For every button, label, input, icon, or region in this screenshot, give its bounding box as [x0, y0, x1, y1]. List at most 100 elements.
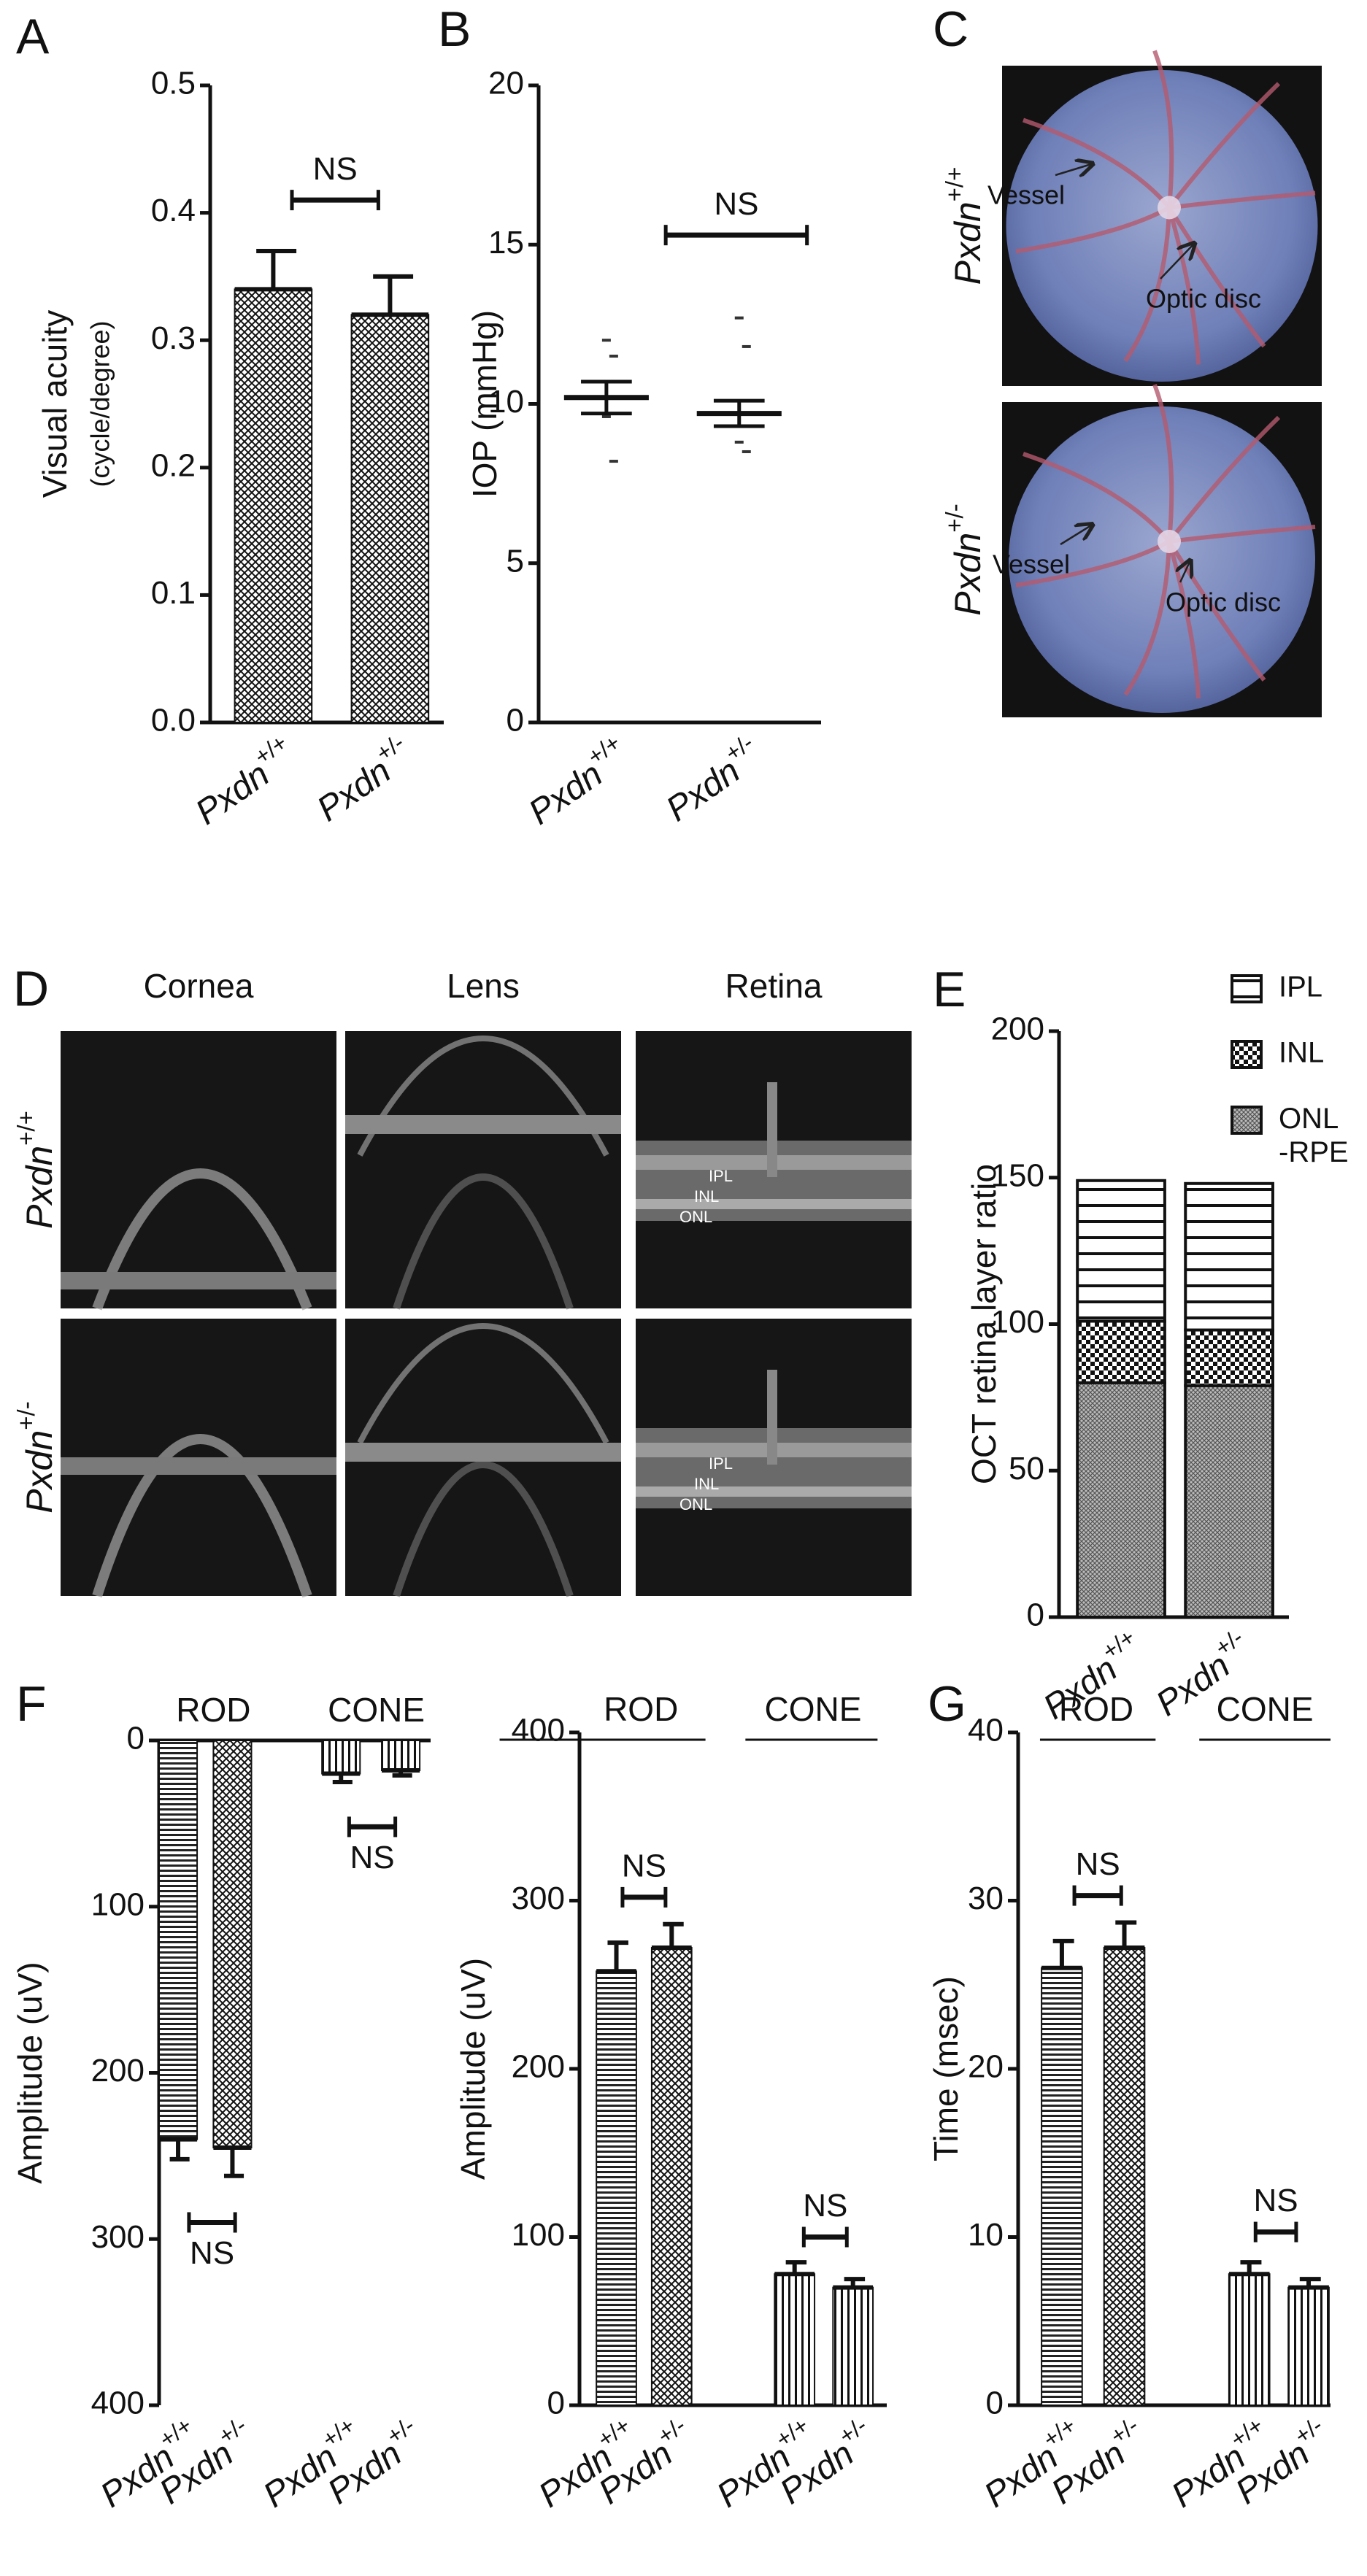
lens-back — [393, 1461, 574, 1597]
label-base: Pxdn — [19, 1146, 60, 1229]
category-label: Pxdn+/+ — [184, 729, 304, 832]
y-axis-label: Visual acuity — [36, 310, 74, 498]
artifact-band — [345, 1115, 621, 1134]
bar — [381, 1740, 421, 1771]
layer-label: INL — [694, 1475, 719, 1493]
y-tick-label: 200 — [512, 2049, 565, 2085]
bar — [350, 314, 430, 723]
lens-back — [393, 1173, 574, 1310]
legend-label: IPL — [1279, 971, 1322, 1003]
y-tick-label: 40 — [968, 1713, 1004, 1748]
y-tick-label: 150 — [991, 1157, 1044, 1193]
category-label: Pxdn+/- — [12, 1401, 60, 1513]
legend-label: ONL -RPE — [1279, 1103, 1349, 1168]
optic-disc — [1158, 530, 1181, 553]
callout-arrow — [1160, 244, 1193, 279]
column-header: Retina — [725, 967, 823, 1005]
y-tick-label: 0.2 — [151, 447, 196, 483]
lens-arc — [357, 1323, 609, 1444]
oct-image — [345, 1031, 621, 1308]
annotation: NS — [350, 1840, 394, 1875]
category-label: Pxdn+/+ — [941, 167, 988, 285]
y-tick-label: 0.0 — [151, 703, 196, 739]
column-header: Cornea — [144, 967, 254, 1005]
callout: Optic disc — [1146, 284, 1261, 314]
y-tick-label: 400 — [91, 2386, 145, 2421]
category-label: Pxdn+/- — [306, 729, 420, 828]
fundus — [1006, 70, 1318, 382]
layer-label: ONL — [679, 1495, 712, 1513]
y-tick-label: 400 — [512, 1713, 565, 1748]
vessel — [1167, 82, 1281, 209]
y-tick-label: 100 — [512, 2217, 565, 2253]
legend-swatch — [1231, 974, 1263, 1003]
artifact-band — [61, 1272, 336, 1289]
panel-letter: F — [16, 1676, 47, 1732]
label-base: Pxdn — [947, 201, 988, 285]
group-label: CONE — [765, 1690, 862, 1728]
panel-letter: B — [438, 1, 471, 57]
layer-label: ONL — [679, 1208, 712, 1226]
vessel — [1015, 205, 1171, 254]
group-label: ROD — [176, 1691, 250, 1729]
callout-arrow — [1180, 562, 1190, 583]
group-label: CONE — [1217, 1690, 1314, 1728]
bar — [1103, 1947, 1146, 2407]
vessel — [1123, 207, 1171, 363]
layer-label: IPL — [709, 1167, 733, 1185]
y-tick-label: 10 — [968, 2217, 1004, 2253]
bar — [1287, 2286, 1330, 2406]
bar — [212, 1740, 253, 2148]
annotation: NS — [313, 151, 358, 187]
y-axis-label: Amplitude (uV) — [454, 1958, 492, 2180]
vessel — [1168, 525, 1316, 544]
label-base: Pxdn — [947, 533, 988, 616]
layer-label: IPL — [709, 1454, 733, 1473]
vessel — [1123, 541, 1171, 696]
y-tick-label: 0 — [986, 2386, 1004, 2421]
artifact-band — [61, 1457, 336, 1475]
panel-letter: A — [16, 9, 50, 64]
bar-segment — [1184, 1328, 1274, 1387]
lens-arc — [357, 1036, 609, 1157]
panel-letter: E — [933, 962, 966, 1017]
annotation: NS — [1254, 2183, 1298, 2218]
label-superscript: +/+ — [941, 167, 968, 202]
vessel — [1015, 539, 1171, 587]
vessel — [1167, 207, 1201, 365]
y-tick-label: 0.3 — [151, 320, 196, 356]
vessel — [1023, 452, 1171, 543]
vessel — [1167, 206, 1266, 348]
bar — [832, 2286, 874, 2406]
bar-segment — [1184, 1181, 1274, 1332]
vessel — [1167, 415, 1281, 543]
bar-segment — [1076, 1179, 1166, 1323]
category-label: Pxdn+/- — [655, 729, 769, 828]
y-axis-sublabel: (cycle/degree) — [85, 320, 115, 487]
y-tick-label: 100 — [991, 1304, 1044, 1340]
group-label: ROD — [604, 1690, 678, 1728]
label-base: Pxdn — [19, 1430, 60, 1513]
y-tick-label: 5 — [507, 543, 524, 579]
vessel — [1152, 383, 1174, 542]
artifact-band — [345, 1443, 621, 1462]
annotation: NS — [714, 186, 758, 222]
annotation: NS — [190, 2235, 234, 2271]
fundus — [1009, 406, 1315, 713]
cornea — [92, 1168, 312, 1311]
bar — [1041, 1967, 1083, 2406]
bar — [596, 1970, 637, 2407]
retina-layer — [636, 1199, 912, 1209]
vessel — [1023, 117, 1171, 209]
panel-letter: C — [933, 1, 969, 57]
layer-label: INL — [694, 1187, 719, 1206]
vessel — [1152, 50, 1174, 208]
y-tick-label: 10 — [488, 384, 524, 420]
bar — [650, 1947, 693, 2407]
y-tick-label: 0.1 — [151, 575, 196, 611]
legend-swatch — [1231, 1040, 1263, 1069]
label-superscript: +/+ — [12, 1111, 39, 1146]
retina-layer — [636, 1486, 912, 1497]
y-tick-label: 20 — [488, 66, 524, 101]
